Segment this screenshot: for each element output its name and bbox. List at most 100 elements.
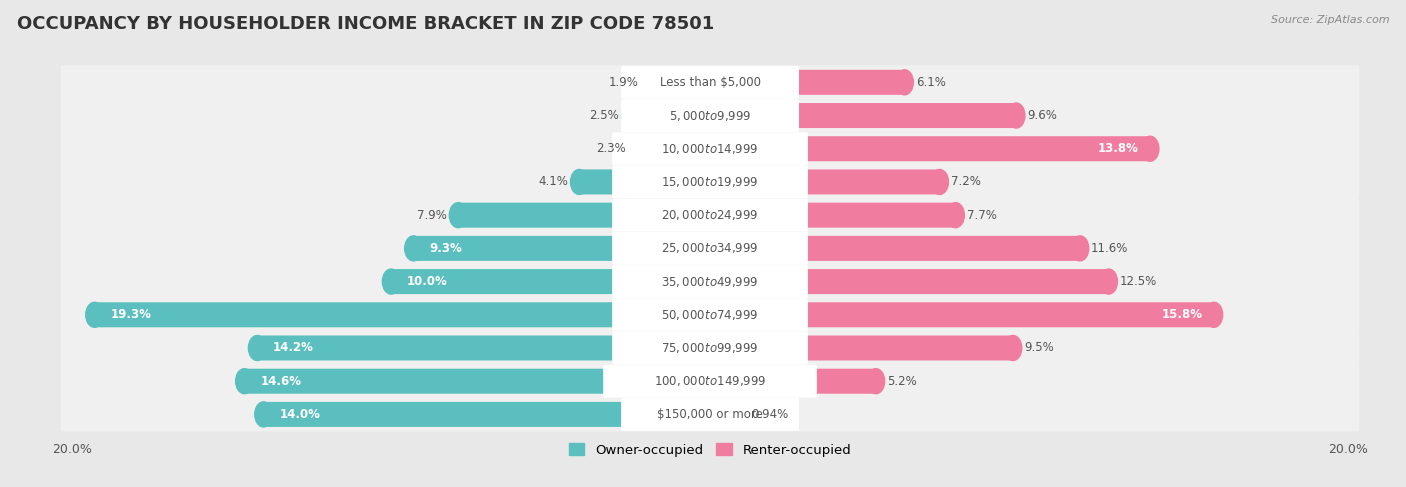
FancyBboxPatch shape xyxy=(60,165,1360,199)
FancyBboxPatch shape xyxy=(637,136,710,161)
Circle shape xyxy=(931,169,949,194)
Text: $75,000 to $99,999: $75,000 to $99,999 xyxy=(661,341,759,355)
FancyBboxPatch shape xyxy=(603,365,817,398)
Circle shape xyxy=(868,369,884,393)
Text: $15,000 to $19,999: $15,000 to $19,999 xyxy=(661,175,759,189)
FancyBboxPatch shape xyxy=(458,203,710,227)
FancyBboxPatch shape xyxy=(612,265,808,298)
Circle shape xyxy=(946,203,965,227)
Text: 0.94%: 0.94% xyxy=(751,408,789,421)
FancyBboxPatch shape xyxy=(710,402,740,427)
FancyBboxPatch shape xyxy=(710,70,904,95)
Circle shape xyxy=(1205,302,1223,327)
Text: 14.0%: 14.0% xyxy=(280,408,321,421)
FancyBboxPatch shape xyxy=(245,369,710,393)
FancyBboxPatch shape xyxy=(710,269,1109,294)
Text: 7.9%: 7.9% xyxy=(418,208,447,222)
FancyBboxPatch shape xyxy=(60,98,1360,132)
Text: $150,000 or more: $150,000 or more xyxy=(657,408,763,421)
Text: 4.1%: 4.1% xyxy=(538,175,568,188)
FancyBboxPatch shape xyxy=(710,103,1017,128)
Circle shape xyxy=(628,136,645,161)
Circle shape xyxy=(405,236,422,261)
FancyBboxPatch shape xyxy=(710,136,1150,161)
Text: 19.3%: 19.3% xyxy=(111,308,152,321)
FancyBboxPatch shape xyxy=(612,166,808,198)
FancyBboxPatch shape xyxy=(710,336,1012,360)
Text: 2.5%: 2.5% xyxy=(589,109,619,122)
Text: 15.8%: 15.8% xyxy=(1161,308,1202,321)
Text: 7.2%: 7.2% xyxy=(950,175,981,188)
Text: 12.5%: 12.5% xyxy=(1119,275,1157,288)
Circle shape xyxy=(621,103,640,128)
Circle shape xyxy=(896,70,914,95)
Text: $5,000 to $9,999: $5,000 to $9,999 xyxy=(669,109,751,123)
Circle shape xyxy=(641,70,658,95)
FancyBboxPatch shape xyxy=(621,99,799,132)
Legend: Owner-occupied, Renter-occupied: Owner-occupied, Renter-occupied xyxy=(564,438,856,462)
FancyBboxPatch shape xyxy=(60,364,1360,398)
Text: OCCUPANCY BY HOUSEHOLDER INCOME BRACKET IN ZIP CODE 78501: OCCUPANCY BY HOUSEHOLDER INCOME BRACKET … xyxy=(17,15,714,33)
Text: $10,000 to $14,999: $10,000 to $14,999 xyxy=(661,142,759,156)
Text: 14.2%: 14.2% xyxy=(273,341,314,355)
Circle shape xyxy=(1142,136,1159,161)
FancyBboxPatch shape xyxy=(612,332,808,364)
Text: $35,000 to $49,999: $35,000 to $49,999 xyxy=(661,275,759,289)
FancyBboxPatch shape xyxy=(60,65,1360,99)
Text: 2.3%: 2.3% xyxy=(596,142,626,155)
Text: 7.7%: 7.7% xyxy=(967,208,997,222)
FancyBboxPatch shape xyxy=(60,198,1360,232)
FancyBboxPatch shape xyxy=(612,232,808,265)
Circle shape xyxy=(382,269,399,294)
Text: 9.3%: 9.3% xyxy=(429,242,463,255)
Text: 10.0%: 10.0% xyxy=(408,275,447,288)
Circle shape xyxy=(1099,269,1118,294)
FancyBboxPatch shape xyxy=(710,369,876,393)
FancyBboxPatch shape xyxy=(391,269,710,294)
FancyBboxPatch shape xyxy=(60,231,1360,265)
Circle shape xyxy=(254,402,273,427)
FancyBboxPatch shape xyxy=(621,398,799,431)
Circle shape xyxy=(1004,336,1022,360)
Circle shape xyxy=(1008,103,1025,128)
FancyBboxPatch shape xyxy=(612,299,808,331)
Text: 5.2%: 5.2% xyxy=(887,375,917,388)
Circle shape xyxy=(236,369,253,393)
Circle shape xyxy=(571,169,588,194)
FancyBboxPatch shape xyxy=(612,199,808,232)
FancyBboxPatch shape xyxy=(710,236,1080,261)
Text: 9.5%: 9.5% xyxy=(1024,341,1054,355)
FancyBboxPatch shape xyxy=(60,397,1360,431)
FancyBboxPatch shape xyxy=(579,169,710,194)
FancyBboxPatch shape xyxy=(60,264,1360,299)
FancyBboxPatch shape xyxy=(413,236,710,261)
Circle shape xyxy=(249,336,266,360)
FancyBboxPatch shape xyxy=(60,131,1360,166)
FancyBboxPatch shape xyxy=(630,103,710,128)
Text: $25,000 to $34,999: $25,000 to $34,999 xyxy=(661,242,759,255)
FancyBboxPatch shape xyxy=(621,66,799,99)
Text: Source: ZipAtlas.com: Source: ZipAtlas.com xyxy=(1271,15,1389,25)
FancyBboxPatch shape xyxy=(257,336,710,360)
Text: 1.9%: 1.9% xyxy=(609,76,638,89)
FancyBboxPatch shape xyxy=(710,302,1213,327)
Text: $20,000 to $24,999: $20,000 to $24,999 xyxy=(661,208,759,222)
Text: 13.8%: 13.8% xyxy=(1098,142,1139,155)
Text: 6.1%: 6.1% xyxy=(915,76,946,89)
FancyBboxPatch shape xyxy=(612,132,808,165)
Circle shape xyxy=(1071,236,1088,261)
FancyBboxPatch shape xyxy=(60,331,1360,365)
Text: 11.6%: 11.6% xyxy=(1091,242,1129,255)
Text: Less than $5,000: Less than $5,000 xyxy=(659,76,761,89)
Text: $100,000 to $149,999: $100,000 to $149,999 xyxy=(654,374,766,388)
Text: $50,000 to $74,999: $50,000 to $74,999 xyxy=(661,308,759,322)
FancyBboxPatch shape xyxy=(60,298,1360,332)
FancyBboxPatch shape xyxy=(94,302,710,327)
FancyBboxPatch shape xyxy=(263,402,710,427)
Circle shape xyxy=(731,402,749,427)
Circle shape xyxy=(86,302,103,327)
FancyBboxPatch shape xyxy=(650,70,710,95)
FancyBboxPatch shape xyxy=(710,203,956,227)
FancyBboxPatch shape xyxy=(710,169,939,194)
Text: 9.6%: 9.6% xyxy=(1028,109,1057,122)
